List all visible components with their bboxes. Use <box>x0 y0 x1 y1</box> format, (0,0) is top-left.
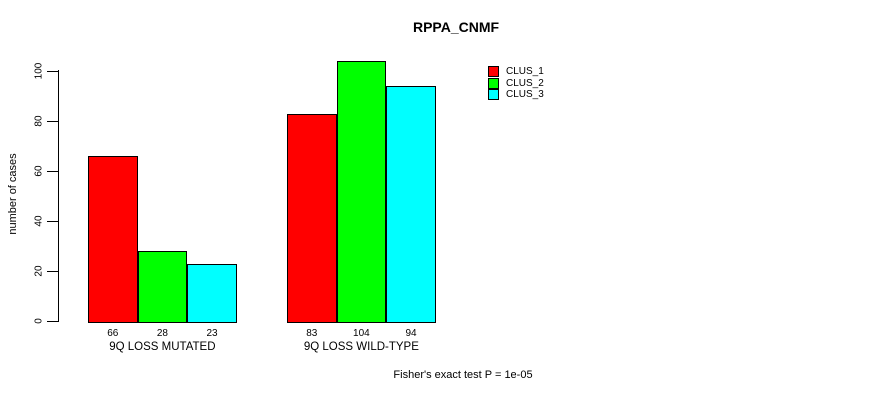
bar-value-label: 23 <box>206 328 218 339</box>
legend-swatch-clus_3 <box>488 89 499 101</box>
legend-row-clus_2: CLUS_2 <box>488 77 544 89</box>
y-axis-tick-label: 100 <box>33 62 45 80</box>
y-axis-tick <box>47 121 58 122</box>
stat-annotation: Fisher's exact test P = 1e-05 <box>393 369 533 381</box>
bar-value-label: 83 <box>306 328 318 339</box>
y-axis-title: number of cases <box>7 153 19 235</box>
y-axis-tick <box>47 71 58 72</box>
bar-clus_1-cat1 <box>287 113 337 323</box>
bar-clus_2-cat0 <box>137 251 188 323</box>
bar-clus_3-cat0 <box>187 263 237 323</box>
y-axis-tick <box>47 171 58 172</box>
y-axis-tick-label: 40 <box>33 215 45 227</box>
bar-clus_1-cat0 <box>88 156 138 323</box>
legend-label-clus_3: CLUS_3 <box>506 89 544 101</box>
y-axis-line <box>58 70 59 322</box>
bar-value-label: 94 <box>405 328 417 339</box>
bar-value-label: 66 <box>107 328 119 339</box>
bar-clus_3-cat1 <box>386 86 436 323</box>
legend-label-clus_1: CLUS_1 <box>506 66 544 77</box>
category-label: 9Q LOSS WILD-TYPE <box>303 341 419 353</box>
bar-value-label: 28 <box>156 328 168 339</box>
legend-row-clus_1: CLUS_1 <box>488 66 544 77</box>
bar-value-label: 104 <box>353 328 370 339</box>
y-axis-tick-label: 0 <box>33 318 45 324</box>
y-axis-tick <box>47 321 58 322</box>
legend-row-clus_3: CLUS_3 <box>488 89 544 101</box>
category-label: 9Q LOSS MUTATED <box>109 341 216 353</box>
y-axis-tick <box>47 271 58 272</box>
y-axis-tick-label: 80 <box>33 115 45 127</box>
y-axis-tick-label: 20 <box>33 265 45 277</box>
legend-label-clus_2: CLUS_2 <box>506 77 544 89</box>
y-axis-tick-label: 60 <box>33 165 45 177</box>
chart-title: RPPA_CNMF <box>412 19 500 35</box>
legend-swatch-clus_1 <box>488 66 499 77</box>
legend-swatch-clus_2 <box>488 77 499 89</box>
bar-clus_2-cat1 <box>336 61 387 323</box>
y-axis-tick <box>47 221 58 222</box>
